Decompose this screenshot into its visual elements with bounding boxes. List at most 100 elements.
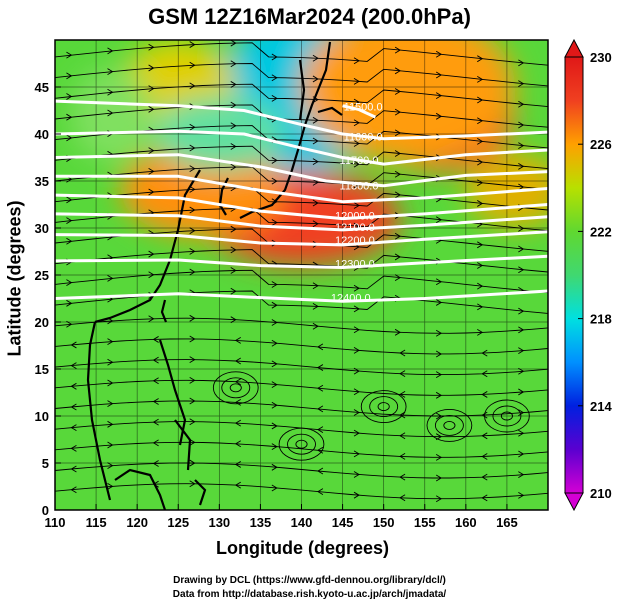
streamline-arrow	[271, 95, 278, 102]
streamline-arrow	[312, 54, 319, 62]
streamline-arrow	[435, 350, 443, 358]
streamline-arrow	[518, 183, 525, 191]
streamline-arrow	[271, 360, 278, 368]
streamline-arrow	[189, 480, 196, 488]
streamline-arrow	[107, 358, 114, 366]
streamline-arrow	[435, 71, 443, 79]
streamline-arrow	[107, 275, 114, 282]
streamline-arrow	[148, 147, 155, 155]
streamline-arrow	[234, 461, 241, 468]
colorbar-top-arrow	[564, 38, 584, 58]
streamline-arrow	[189, 438, 196, 446]
contour-11900.0	[55, 174, 548, 204]
streamline-arrow	[234, 378, 241, 386]
x-axis-title: Longitude (degrees)	[215, 538, 389, 558]
streamline-arrow	[271, 463, 278, 471]
contour-12200.0	[55, 230, 548, 247]
streamline-arrow	[148, 85, 155, 93]
x-tick-label: 130	[208, 515, 230, 530]
streamline-arrow	[394, 46, 401, 54]
figure-title: GSM 12Z16Mar2024 (200.0hPa)	[148, 4, 471, 29]
streamline-arrow	[481, 432, 488, 440]
streamline-arrow	[317, 364, 324, 371]
streamline-arrow	[70, 444, 77, 452]
contour-label: 12400.0	[331, 292, 371, 304]
streamline-arrow	[399, 349, 406, 357]
streamline-arrow	[518, 162, 525, 170]
streamline-arrow	[353, 78, 360, 85]
plot-area: 11500.0 11600.0 11700.0 11800.0 12000.012100…	[55, 40, 548, 510]
vortex-streamline	[426, 408, 473, 442]
streamline-arrow	[353, 160, 360, 168]
streamline-arrow	[271, 74, 278, 82]
y-tick-label: 15	[35, 362, 49, 377]
y-tick-label: 35	[35, 174, 49, 189]
streamline-arrow	[312, 96, 319, 104]
streamline-arrow	[271, 422, 278, 430]
streamline-arrow	[271, 339, 278, 347]
streamline-arrow	[271, 401, 278, 409]
streamline-arrow	[518, 491, 525, 499]
streamline-arrow	[317, 384, 324, 392]
contour-label: 12200.0	[335, 235, 375, 247]
streamline-arrow	[312, 303, 319, 310]
temperature-region-8	[71, 68, 154, 163]
streamline-arrow	[189, 41, 196, 48]
colorbar-bottom-arrow	[564, 492, 584, 512]
contour-label: 12100.0	[335, 222, 375, 234]
streamline-arrow	[518, 450, 525, 458]
streamline-arrow	[66, 237, 73, 245]
streamline-arrow	[152, 480, 159, 488]
x-tick-label: 145	[332, 515, 354, 530]
streamline-arrow	[189, 356, 196, 364]
streamline-arrow	[271, 53, 278, 61]
streamline-arrow	[230, 101, 237, 109]
streamline-arrow	[70, 486, 77, 494]
streamline-arrow	[230, 246, 237, 254]
streamline-arrow	[230, 81, 237, 88]
streamline-arrow	[189, 123, 196, 131]
contour-11800.0	[55, 153, 548, 188]
streamline-arrow	[399, 390, 406, 398]
streamline-arrow	[107, 317, 114, 325]
streamline-arrow	[271, 219, 278, 226]
streamline-arrow	[518, 388, 525, 396]
streamline-arrow	[353, 347, 360, 354]
streamline-arrow	[234, 419, 241, 427]
streamline-arrow	[107, 420, 114, 428]
streamline-arrow	[312, 322, 319, 330]
streamline-arrow	[394, 88, 401, 95]
contour-label: 11700.0	[340, 155, 379, 167]
streamline-arrow	[70, 403, 77, 411]
y-tick-label: 5	[42, 456, 49, 471]
x-tick-label: 140	[291, 515, 313, 530]
streamline-arrow	[518, 80, 525, 87]
y-tick-label: 45	[35, 80, 49, 95]
colorbar-tick-label: 214	[590, 399, 612, 414]
streamline-arrow	[394, 232, 401, 240]
streamline-arrow	[477, 117, 484, 125]
streamline-arrow	[312, 75, 319, 83]
y-axis-title: Latitude (degrees)	[4, 200, 25, 357]
streamline-arrow	[353, 388, 360, 396]
streamline-arrow	[353, 140, 360, 147]
streamline-arrow	[189, 314, 196, 322]
streamline-arrow	[70, 362, 77, 370]
streamline-arrow	[477, 138, 484, 145]
streamline-arrow	[399, 432, 406, 440]
streamline-arrow	[189, 165, 196, 173]
streamline-arrow	[189, 185, 196, 193]
streamline-arrow	[189, 227, 196, 235]
x-tick-label: 115	[86, 515, 107, 530]
streamline-arrow	[353, 326, 360, 334]
streamline-arrow	[435, 50, 443, 58]
streamline-arrow	[271, 281, 278, 288]
streamline-arrow	[435, 216, 443, 224]
streamline-arrow	[435, 474, 443, 482]
streamline-arrow	[271, 381, 278, 388]
streamline-arrow	[234, 336, 241, 344]
streamline-arrow	[477, 55, 484, 63]
contour-12100.0	[55, 212, 548, 232]
streamline-arrow	[477, 158, 484, 166]
